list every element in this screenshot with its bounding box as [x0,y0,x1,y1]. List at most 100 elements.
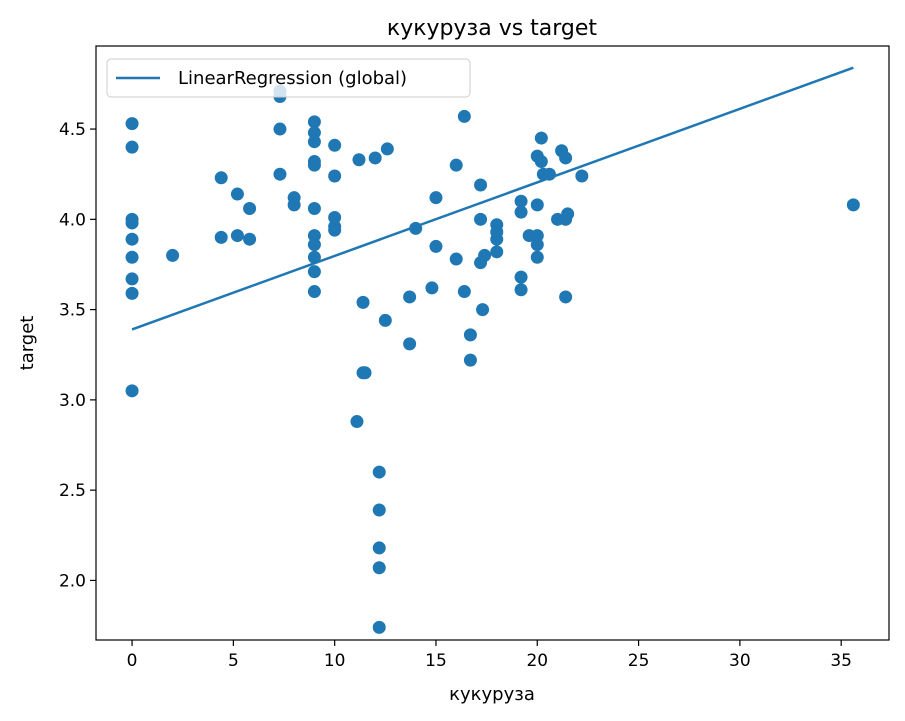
data-point [534,131,548,145]
data-point [457,109,471,123]
data-point [490,232,504,246]
data-point [214,171,228,185]
data-point [478,248,492,262]
data-point [307,126,321,140]
data-point [125,272,139,286]
data-point [352,153,366,167]
x-tick-label: 35 [830,651,852,671]
data-point [530,238,544,252]
data-point [125,384,139,398]
y-axis-ticks: 2.0 2.5 3.0 3.5 4.0 4.5 [59,120,96,591]
data-point [243,232,257,246]
plot-frame [95,45,890,641]
data-point [372,561,386,575]
data-point [350,415,364,429]
data-point [429,239,443,253]
data-point [372,503,386,517]
data-point [463,328,477,342]
data-point [307,135,321,149]
data-point [230,187,244,201]
data-point [307,285,321,299]
x-tick-label: 10 [324,651,346,671]
data-point [514,194,528,208]
data-point [372,465,386,479]
regression-line-layer [131,66,854,331]
data-point [380,142,394,156]
data-point [328,211,342,225]
data-point [530,229,544,243]
data-point [530,198,544,212]
data-point [356,295,370,309]
data-point [372,620,386,634]
data-point [575,169,589,183]
x-tick-label: 20 [526,651,548,671]
data-point [368,151,382,165]
data-point [125,250,139,264]
data-point [474,212,488,226]
data-point [358,366,372,380]
data-point [530,250,544,264]
data-point [449,252,463,266]
data-point [328,223,342,237]
data-point [125,232,139,246]
data-point [534,155,548,169]
y-tick-label: 2.0 [59,571,86,591]
data-point [514,283,528,297]
data-point [307,201,321,215]
x-tick-label: 30 [729,651,751,671]
x-tick-label: 5 [228,651,239,671]
data-point [125,286,139,300]
data-point [425,281,439,295]
y-tick-label: 2.5 [59,481,86,501]
data-point [287,198,301,212]
y-tick-label: 4.0 [59,210,86,230]
data-point [230,229,244,243]
data-point [514,205,528,219]
data-point [307,238,321,252]
data-point [476,303,490,317]
chart-title: кукуруза vs target [387,16,598,41]
data-point [273,122,287,136]
x-tick-label: 0 [127,651,138,671]
points-layer [125,84,860,634]
data-point [214,230,228,244]
legend: LinearRegression (global) [106,58,471,98]
data-point [307,115,321,129]
x-tick-label: 25 [628,651,650,671]
data-point [307,229,321,243]
y-tick-label: 3.0 [59,391,86,411]
data-point [307,265,321,279]
data-point [846,198,860,212]
data-point [463,353,477,367]
data-point [125,216,139,230]
data-point [559,151,573,165]
data-point [328,138,342,152]
x-axis-label: кукуруза [449,684,535,705]
data-point [449,158,463,172]
data-point [561,207,575,221]
data-point [307,250,321,264]
data-point [457,285,471,299]
x-tick-label: 15 [425,651,447,671]
data-point [125,140,139,154]
data-point [166,248,180,262]
y-axis-label: target [17,316,38,371]
x-axis-ticks: 0 5 10 15 20 25 30 35 [127,640,852,671]
data-point [490,245,504,259]
legend-label: LinearRegression (global) [178,68,407,89]
regression-line [131,66,854,331]
data-point [328,169,342,183]
y-tick-label: 3.5 [59,301,86,321]
data-point [403,337,417,351]
data-point [378,313,392,327]
data-point [429,191,443,205]
data-point [559,290,573,304]
data-point [514,270,528,284]
data-point [273,167,287,181]
legend-box [106,58,471,98]
data-point [307,158,321,172]
data-point [243,201,257,215]
data-point [474,178,488,192]
